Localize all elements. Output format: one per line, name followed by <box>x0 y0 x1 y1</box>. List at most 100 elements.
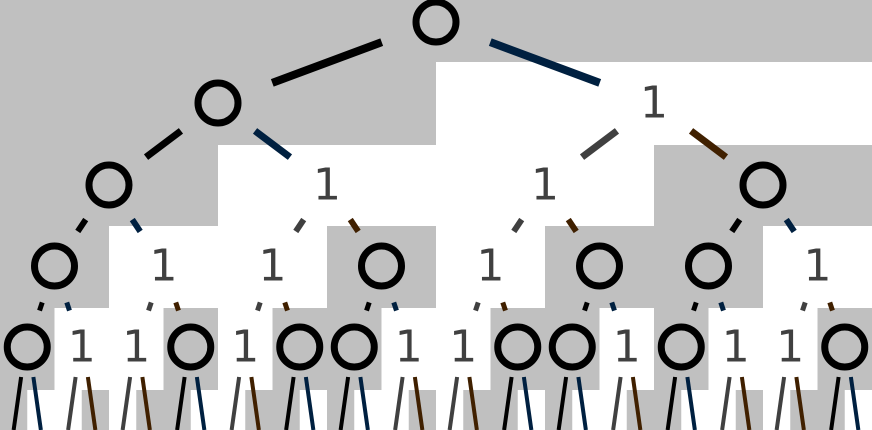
node-one: 1 <box>449 322 477 373</box>
node-one: 1 <box>313 160 341 211</box>
node-zero <box>358 242 405 290</box>
tree-edge <box>576 376 588 430</box>
node-zero <box>330 323 378 371</box>
node-one: 1 <box>477 241 505 292</box>
node-zero <box>685 242 732 290</box>
tree-edge <box>194 376 207 430</box>
tree-edge <box>364 301 372 312</box>
shade-band <box>0 226 109 308</box>
node-zero <box>3 323 51 371</box>
shade-band <box>327 226 436 308</box>
node-zero <box>494 323 542 371</box>
tree-edge <box>720 376 732 430</box>
node-one: 1 <box>231 322 259 373</box>
tree-edge <box>284 376 296 430</box>
tree-edge <box>739 376 752 430</box>
tree-edge <box>393 376 405 430</box>
node-one: 1 <box>68 322 96 373</box>
tree-edge <box>729 217 743 234</box>
tree-nodes: 11 11 1 1 11 1 1 1 1 1 1 1 <box>3 0 869 373</box>
tree-edge <box>630 376 643 430</box>
tree-edge <box>511 217 525 234</box>
node-zero <box>31 242 78 290</box>
node-zero <box>85 161 133 209</box>
node-one: 1 <box>804 241 832 292</box>
shade-band <box>654 226 763 308</box>
tree-edge <box>37 301 45 312</box>
tree-edge <box>252 128 293 160</box>
shade-band <box>654 145 872 226</box>
tree-edge <box>691 301 699 312</box>
tree-edge <box>488 38 602 87</box>
tree-edge <box>146 301 154 312</box>
tree-edge <box>556 376 569 430</box>
tree-edge <box>774 376 787 430</box>
shade-band <box>0 62 436 145</box>
node-zero <box>821 323 869 371</box>
tree-edge <box>31 376 43 430</box>
tree-edge <box>800 301 808 312</box>
tree-edge <box>582 301 590 312</box>
tree-edge <box>579 128 620 160</box>
shade-band <box>0 145 218 226</box>
tree-edge <box>391 301 399 312</box>
node-zero <box>548 323 596 371</box>
tree-edge <box>129 217 143 234</box>
tree-edge <box>565 217 579 234</box>
tree-edge <box>338 376 351 430</box>
tree-edge <box>75 217 89 234</box>
tree-edge <box>85 376 98 430</box>
tree-edge <box>794 376 806 430</box>
node-zero <box>739 161 787 209</box>
tree-edge <box>502 376 514 430</box>
node-zero <box>194 79 242 127</box>
shade-band <box>545 226 654 308</box>
tree-edge <box>11 376 24 430</box>
node-one: 1 <box>395 322 423 373</box>
tree-edge <box>282 301 290 312</box>
tree-edge <box>66 376 78 430</box>
tree-edge <box>173 301 181 312</box>
tree-edge <box>609 301 617 312</box>
node-one: 1 <box>150 241 178 292</box>
tree-edge <box>270 38 384 87</box>
tree-edge <box>783 217 797 234</box>
node-one: 1 <box>259 241 287 292</box>
shade-band-root <box>0 0 872 62</box>
tree-edge <box>447 376 460 430</box>
tree-edge <box>229 376 242 430</box>
tree-edge <box>521 376 534 430</box>
node-zero <box>167 323 215 371</box>
node-one: 1 <box>122 322 150 373</box>
node-zero <box>412 0 460 46</box>
tree-edge <box>140 376 152 430</box>
tree-edge <box>255 301 263 312</box>
tree-edge <box>347 217 361 234</box>
tree-edge <box>500 301 508 312</box>
tree-edge <box>718 301 726 312</box>
node-one: 1 <box>531 160 559 211</box>
tree-edge <box>829 376 841 430</box>
tree-edge <box>303 376 316 430</box>
node-zero <box>657 323 705 371</box>
tree-edge <box>665 376 678 430</box>
tree-edge <box>120 376 133 430</box>
tree-edge <box>827 301 835 312</box>
node-one: 1 <box>640 78 668 129</box>
tree-edge <box>293 217 307 234</box>
tree-edge <box>143 128 184 160</box>
tree-edge <box>175 376 187 430</box>
node-one: 1 <box>776 322 804 373</box>
tree-edge <box>358 376 370 430</box>
tree-edge <box>685 376 697 430</box>
tree-edge <box>848 376 861 430</box>
node-zero <box>276 323 324 371</box>
tree-edge <box>64 301 72 312</box>
tree-edge <box>412 376 425 430</box>
tree-edge <box>467 376 479 430</box>
node-zero <box>576 242 623 290</box>
tree-edge <box>688 128 729 160</box>
tree-edge <box>249 376 261 430</box>
